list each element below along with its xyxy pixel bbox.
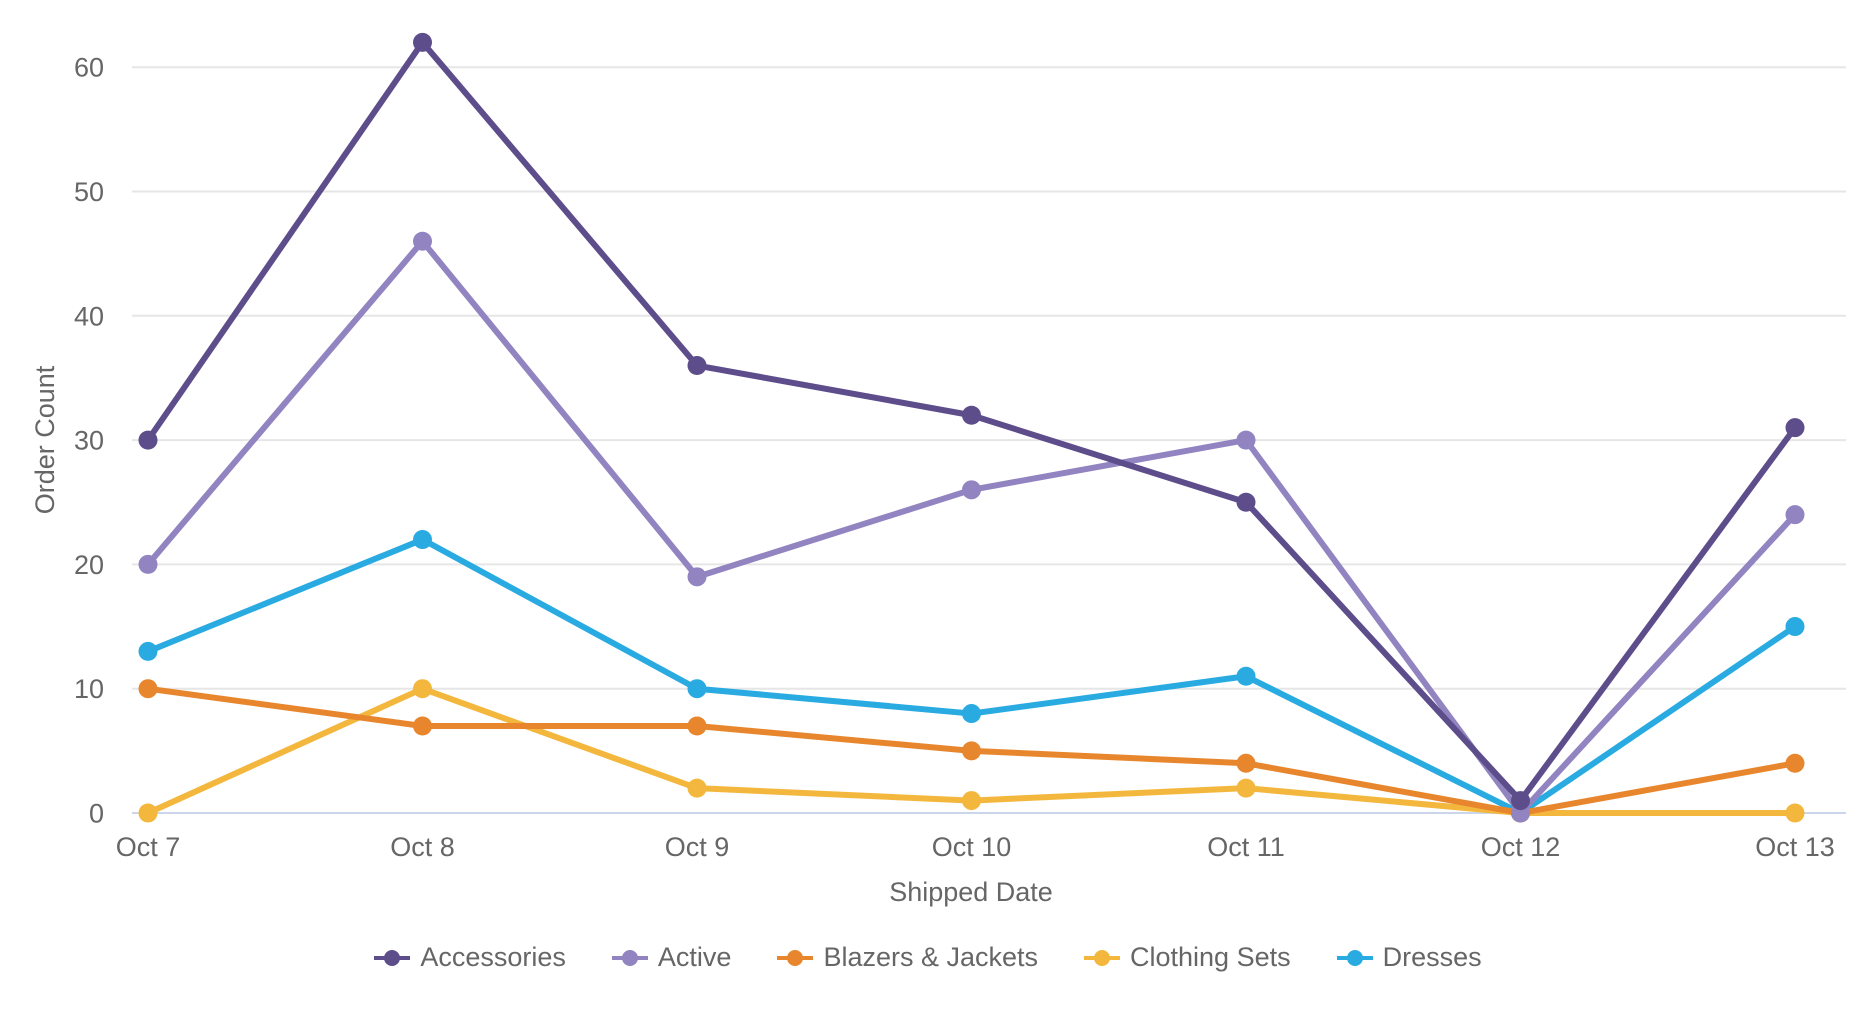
data-point-active-oct-11[interactable]	[1236, 430, 1256, 450]
data-point-accessories-oct-10[interactable]	[962, 405, 981, 425]
plot-area: 0 10 20 30 40 50 60 Oct 7 Oct 8 Oct 9 Oct 10 Oct 11…	[74, 32, 1846, 862]
legend-label: Clothing Sets	[1130, 942, 1291, 972]
data-point-accessories-oct-7[interactable]	[138, 430, 158, 450]
legend-item-accessories[interactable]: Accessories	[374, 942, 566, 973]
data-point-clothing-sets-oct-9[interactable]	[687, 778, 707, 798]
data-point-blazers-jackets-oct-7[interactable]	[138, 679, 158, 699]
y-tick-label: 40	[74, 301, 104, 331]
data-point-dresses-oct-11[interactable]	[1236, 666, 1256, 686]
y-axis-title: Order Count	[30, 365, 60, 514]
x-axis-title: Shipped Date	[889, 877, 1053, 907]
data-point-active-oct-7[interactable]	[138, 554, 158, 574]
data-point-dresses-oct-7[interactable]	[138, 641, 158, 661]
data-point-clothing-sets-oct-10[interactable]	[962, 791, 981, 811]
x-tick-label: Oct 10	[932, 832, 1012, 862]
x-tick-label: Oct 12	[1481, 832, 1561, 862]
legend-label: Dresses	[1382, 942, 1482, 972]
legend-label: Active	[657, 942, 732, 972]
y-tick-label: 30	[74, 426, 104, 456]
legend-item-clothing-sets[interactable]: Clothing Sets	[1084, 942, 1291, 973]
y-tick-label: 20	[74, 550, 104, 580]
data-point-blazers-jackets-oct-9[interactable]	[687, 716, 707, 736]
x-tick-label: Oct 13	[1755, 832, 1835, 862]
data-point-blazers-jackets-oct-11[interactable]	[1236, 753, 1256, 773]
data-point-dresses-oct-9[interactable]	[687, 679, 707, 699]
data-point-clothing-sets-oct-13[interactable]	[1785, 803, 1805, 823]
legend-label: Accessories	[420, 942, 566, 972]
y-tick-label: 50	[74, 177, 104, 207]
series-line-active	[145, 238, 1798, 816]
data-point-active-oct-13[interactable]	[1785, 505, 1805, 525]
legend-marker-icon	[777, 949, 814, 966]
x-tick-label: Oct 7	[116, 832, 181, 862]
y-tick-label: 0	[89, 798, 104, 828]
data-point-dresses-oct-10[interactable]	[962, 704, 981, 724]
legend-marker-icon	[374, 949, 411, 966]
x-tick-label: Oct 9	[665, 832, 730, 862]
x-tick-label: Oct 8	[390, 832, 455, 862]
data-point-dresses-oct-8[interactable]	[413, 530, 432, 550]
data-point-dresses-oct-13[interactable]	[1785, 617, 1805, 637]
data-point-blazers-jackets-oct-13[interactable]	[1785, 753, 1805, 773]
data-point-accessories-oct-8[interactable]	[413, 32, 432, 52]
x-tick-label: Oct 11	[1207, 832, 1285, 862]
chart-legend: Accessories Active Blazers & Jackets Clothi…	[0, 942, 1856, 973]
legend-item-blazers-jackets[interactable]: Blazers & Jackets	[777, 942, 1038, 973]
data-point-clothing-sets-oct-7[interactable]	[138, 803, 158, 823]
legend-label: Blazers & Jackets	[823, 942, 1039, 972]
series-line-dresses	[145, 536, 1798, 816]
y-tick-label: 60	[74, 53, 104, 83]
data-point-accessories-oct-11[interactable]	[1236, 492, 1256, 512]
data-point-blazers-jackets-oct-10[interactable]	[962, 741, 981, 761]
legend-item-active[interactable]: Active	[611, 942, 732, 973]
data-point-clothing-sets-oct-8[interactable]	[413, 679, 432, 699]
legend-marker-icon	[611, 949, 648, 966]
legend-marker-icon	[1084, 949, 1121, 966]
y-tick-label: 10	[74, 674, 104, 704]
legend-marker-icon	[1336, 949, 1373, 966]
data-point-active-oct-8[interactable]	[413, 231, 432, 251]
data-point-clothing-sets-oct-11[interactable]	[1236, 778, 1256, 798]
legend-item-dresses[interactable]: Dresses	[1336, 942, 1482, 973]
data-point-blazers-jackets-oct-8[interactable]	[413, 716, 432, 736]
data-point-active-oct-10[interactable]	[962, 480, 981, 500]
data-point-accessories-oct-13[interactable]	[1785, 418, 1805, 438]
data-point-active-oct-9[interactable]	[687, 567, 707, 587]
data-point-accessories-oct-9[interactable]	[687, 356, 707, 376]
data-point-accessories-oct-12[interactable]	[1511, 791, 1530, 811]
